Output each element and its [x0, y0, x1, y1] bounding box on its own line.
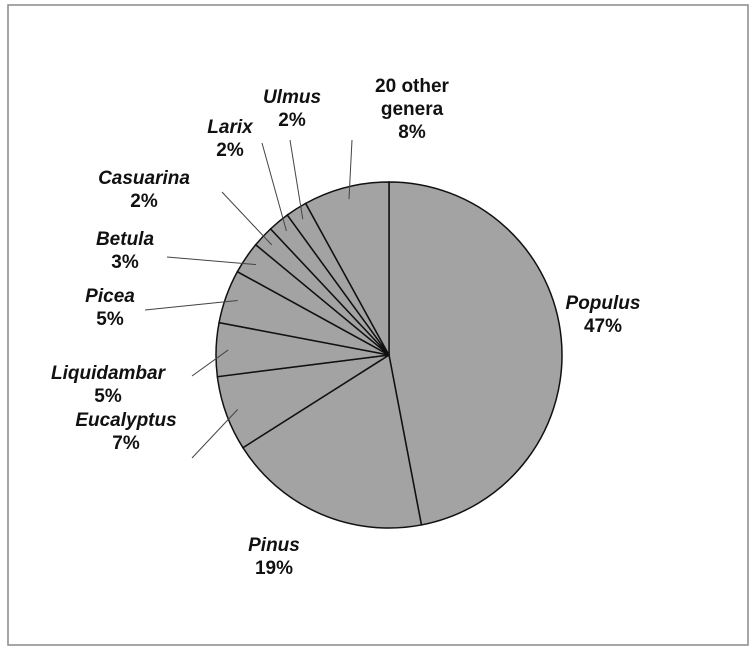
- pie-slice: [241, 353, 423, 529]
- value-label: 3%: [111, 252, 139, 273]
- value-label: 5%: [96, 309, 124, 330]
- value-label: 47%: [583, 316, 623, 337]
- slice-label: Larix 2%: [180, 116, 280, 162]
- leader-line: [348, 139, 353, 200]
- value-label: 2%: [278, 110, 306, 131]
- slice-label: Liquidambar 5%: [28, 362, 188, 408]
- pie-slice: [304, 181, 390, 356]
- category-label: 20 other genera: [375, 75, 449, 120]
- leader-line: [261, 142, 287, 232]
- category-label: Populus: [565, 293, 641, 314]
- leader-line: [166, 256, 256, 266]
- category-label: Betula: [95, 229, 155, 250]
- slice-label: Betula 3%: [65, 228, 185, 274]
- slice-label: Ulmus 2%: [242, 86, 342, 132]
- value-label: 5%: [94, 386, 122, 407]
- value-label: 2%: [130, 191, 158, 212]
- category-label: Liquidambar: [50, 363, 165, 384]
- value-label: 2%: [216, 140, 244, 161]
- slice-label: Picea 5%: [50, 285, 170, 331]
- value-label: 7%: [112, 433, 140, 454]
- leader-line: [221, 191, 273, 246]
- value-label: 19%: [254, 558, 294, 579]
- slice-label: Populus 47%: [533, 292, 673, 338]
- category-label: Casuarina: [98, 168, 190, 189]
- value-label: 8%: [398, 121, 426, 143]
- category-label: Pinus: [248, 535, 300, 556]
- pie-slice: [388, 181, 563, 526]
- category-label: Eucalyptus: [75, 410, 177, 431]
- slice-label: 20 other genera 8%: [362, 75, 462, 144]
- frame: [7, 4, 749, 646]
- slice-label: Pinus 19%: [214, 534, 334, 580]
- category-label: Ulmus: [262, 87, 322, 108]
- leader-line: [191, 349, 229, 377]
- category-label: Larix: [207, 117, 253, 138]
- leader-line: [289, 139, 304, 220]
- leader-line: [191, 409, 238, 459]
- slice-label: Eucalyptus 7%: [51, 409, 201, 455]
- category-label: Picea: [85, 286, 135, 307]
- leader-line: [144, 300, 238, 311]
- slice-label: Casuarina 2%: [74, 167, 214, 213]
